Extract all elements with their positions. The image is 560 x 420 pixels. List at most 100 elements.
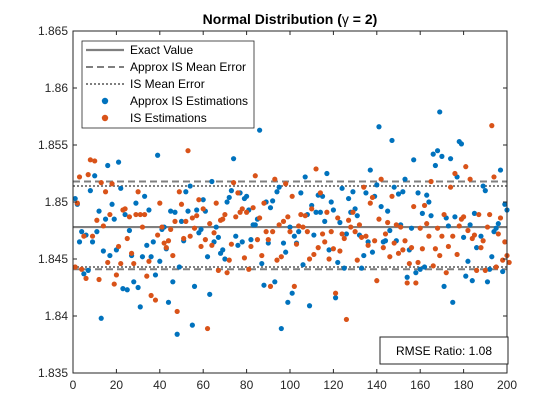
legend-label-approx-is-mean-error: Approx IS Mean Error	[130, 60, 246, 74]
point-approx-is-estimations	[434, 148, 441, 154]
point-approx-is-estimations	[465, 258, 471, 264]
chart-title: Normal Distribution (γ = 2)	[203, 11, 378, 27]
point-is-estimations	[198, 243, 204, 250]
point-is-estimations	[426, 233, 432, 239]
point-is-estimations	[413, 280, 419, 286]
point-approx-is-estimations	[350, 189, 356, 195]
point-is-estimations	[126, 214, 133, 220]
point-approx-is-estimations	[382, 238, 389, 244]
point-approx-is-estimations	[194, 207, 200, 213]
point-is-estimations	[430, 263, 436, 269]
point-approx-is-estimations	[244, 193, 250, 199]
point-is-estimations	[306, 256, 313, 262]
point-approx-is-estimations	[133, 200, 139, 206]
point-approx-is-estimations	[144, 242, 150, 248]
point-is-estimations	[445, 243, 452, 250]
point-is-estimations	[502, 239, 508, 245]
series-approx-is-estimations	[72, 109, 510, 344]
point-is-estimations	[441, 211, 447, 218]
y-tick-label: 1.845	[38, 252, 68, 266]
point-is-estimations	[296, 223, 302, 229]
rmse-annotation: RMSE Ratio: 1.08	[379, 336, 509, 365]
point-is-estimations	[350, 209, 356, 215]
point-approx-is-estimations	[432, 162, 438, 169]
point-is-estimations	[391, 240, 397, 246]
point-approx-is-estimations	[289, 290, 295, 296]
point-approx-is-estimations	[400, 189, 406, 195]
point-approx-is-estimations	[92, 173, 98, 179]
point-approx-is-estimations	[428, 213, 434, 219]
point-is-estimations	[415, 259, 421, 266]
point-is-estimations	[165, 238, 172, 244]
point-is-estimations	[489, 123, 495, 129]
point-is-estimations	[393, 222, 399, 228]
point-is-estimations	[228, 241, 235, 247]
point-approx-is-estimations	[98, 315, 104, 321]
point-is-estimations	[128, 250, 135, 256]
point-approx-is-estimations	[487, 266, 493, 272]
point-is-estimations	[244, 209, 250, 215]
point-approx-is-estimations	[426, 199, 432, 205]
point-is-estimations	[85, 172, 91, 178]
point-approx-is-estimations	[85, 267, 91, 273]
x-tick-label: 140	[367, 378, 387, 392]
point-is-estimations	[187, 233, 193, 239]
point-is-estimations	[400, 247, 406, 253]
point-is-estimations	[163, 245, 169, 251]
point-approx-is-estimations	[120, 286, 126, 292]
point-approx-is-estimations	[413, 270, 419, 276]
point-is-estimations	[239, 206, 245, 212]
point-approx-is-estimations	[131, 279, 137, 285]
point-is-estimations	[172, 218, 178, 224]
point-approx-is-estimations	[200, 197, 206, 203]
point-approx-is-estimations	[105, 162, 111, 169]
point-is-estimations	[408, 245, 415, 251]
point-approx-is-estimations	[439, 153, 445, 159]
point-is-estimations	[265, 237, 271, 243]
point-is-estimations	[161, 240, 167, 246]
point-is-estimations	[226, 257, 232, 263]
point-is-estimations	[259, 252, 265, 259]
point-is-estimations	[474, 267, 480, 273]
point-is-estimations	[170, 252, 176, 259]
point-is-estimations	[98, 180, 104, 186]
point-approx-is-estimations	[337, 219, 343, 226]
point-approx-is-estimations	[168, 208, 174, 214]
point-approx-is-estimations	[415, 190, 421, 196]
point-approx-is-estimations	[285, 299, 291, 305]
x-tick-label: 20	[110, 378, 124, 392]
point-is-estimations	[398, 224, 404, 230]
y-tick-label: 1.855	[38, 138, 68, 152]
point-approx-is-estimations	[148, 254, 154, 260]
point-approx-is-estimations	[267, 205, 274, 211]
point-approx-is-estimations	[146, 207, 152, 213]
point-is-estimations	[92, 158, 98, 164]
y-axis: 1.835 1.84 1.845 1.85 1.855 1.86 1.865	[38, 24, 507, 380]
point-approx-is-estimations	[354, 213, 360, 219]
point-approx-is-estimations	[341, 265, 347, 271]
legend-label-exact-value: Exact Value	[130, 43, 193, 57]
point-is-estimations	[452, 170, 458, 177]
point-approx-is-estimations	[287, 224, 293, 230]
point-is-estimations	[402, 238, 408, 244]
point-approx-is-estimations	[122, 211, 128, 218]
point-approx-is-estimations	[222, 256, 228, 262]
point-is-estimations	[178, 201, 185, 207]
point-is-estimations	[168, 226, 174, 232]
point-approx-is-estimations	[296, 229, 302, 235]
point-approx-is-estimations	[317, 209, 323, 215]
point-approx-is-estimations	[495, 221, 501, 227]
point-is-estimations	[343, 316, 350, 323]
point-approx-is-estimations	[142, 193, 148, 199]
point-is-estimations	[382, 231, 389, 237]
point-approx-is-estimations	[259, 260, 265, 267]
legend-swatch-is-estimations	[101, 114, 109, 122]
point-approx-is-estimations	[170, 279, 176, 285]
point-is-estimations	[421, 202, 428, 209]
point-is-estimations	[345, 217, 352, 223]
point-is-estimations	[131, 260, 137, 267]
point-approx-is-estimations	[126, 227, 133, 234]
point-approx-is-estimations	[215, 234, 221, 240]
point-is-estimations	[491, 174, 497, 180]
point-approx-is-estimations	[209, 178, 215, 185]
